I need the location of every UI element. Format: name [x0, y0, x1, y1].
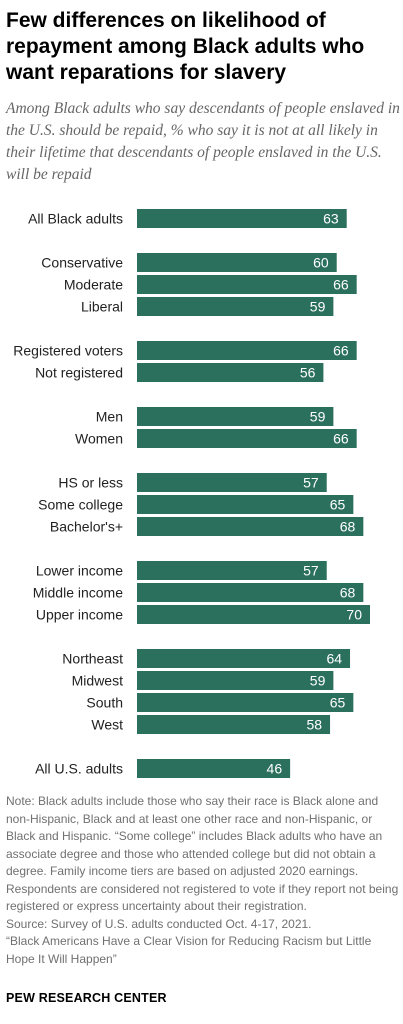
bar [137, 341, 357, 360]
category-label: Middle income [33, 585, 123, 601]
bar [137, 363, 324, 382]
bar [137, 583, 364, 602]
category-label: Conservative [41, 255, 123, 271]
bar [137, 407, 334, 426]
chart-subtitle: Among Black adults who say descendants o… [6, 100, 400, 183]
data-label: 66 [333, 277, 349, 293]
bar [137, 715, 331, 734]
bar [137, 209, 347, 228]
bar [137, 517, 364, 536]
data-label: 70 [346, 607, 362, 623]
category-label: Women [75, 431, 123, 447]
bar-chart: All Black adults 63 Conservative 60 Moderate… [13, 209, 370, 778]
data-label: 59 [310, 673, 326, 689]
data-label: 63 [323, 211, 339, 227]
data-label: 46 [267, 761, 283, 777]
data-label: 68 [340, 519, 356, 535]
category-label: Not registered [35, 365, 123, 381]
chart-notes: Note: Black adults include those who say… [6, 793, 400, 968]
category-label: Northeast [62, 651, 123, 667]
data-label: 59 [310, 299, 326, 315]
source-text: Source: Survey of U.S. adults conducted … [6, 916, 312, 931]
category-label: All Black adults [28, 211, 123, 227]
data-label: 66 [333, 431, 349, 447]
bar [137, 275, 357, 294]
bar [137, 429, 357, 448]
category-label: Bachelor's+ [50, 519, 123, 535]
category-label: HS or less [58, 475, 123, 491]
bar [137, 649, 351, 668]
data-label: 65 [330, 497, 346, 513]
category-label: All U.S. adults [35, 761, 123, 777]
note-text: Note: Black adults include those who say… [6, 794, 399, 913]
data-label: 58 [306, 717, 322, 733]
category-label: Upper income [36, 607, 123, 623]
bar [137, 605, 370, 624]
report-title: “Black Americans Have a Clear Vision for… [6, 934, 372, 966]
bar [137, 561, 327, 580]
category-label: Moderate [64, 277, 123, 293]
data-label: 66 [333, 343, 349, 359]
bar [137, 495, 354, 514]
data-label: 65 [330, 695, 346, 711]
org-name: PEW RESEARCH CENTER [6, 991, 167, 1005]
data-label: 68 [340, 585, 356, 601]
bar [137, 253, 337, 272]
category-label: South [86, 695, 123, 711]
data-label: 56 [300, 365, 316, 381]
data-label: 64 [326, 651, 342, 667]
category-label: Some college [38, 497, 123, 513]
category-label: Midwest [72, 673, 123, 689]
chart-title: Few differences on likelihood of repayme… [6, 9, 365, 84]
bar [137, 297, 334, 316]
category-label: Lower income [36, 563, 123, 579]
data-label: 59 [310, 409, 326, 425]
data-label: 57 [303, 475, 319, 491]
bar [137, 473, 327, 492]
bar [137, 671, 334, 690]
category-label: Men [96, 409, 123, 425]
bar [137, 693, 354, 712]
category-label: Liberal [81, 299, 123, 315]
data-label: 57 [303, 563, 319, 579]
data-label: 60 [313, 255, 329, 271]
bar [137, 759, 291, 778]
category-label: Registered voters [13, 343, 123, 359]
category-label: West [91, 717, 123, 733]
